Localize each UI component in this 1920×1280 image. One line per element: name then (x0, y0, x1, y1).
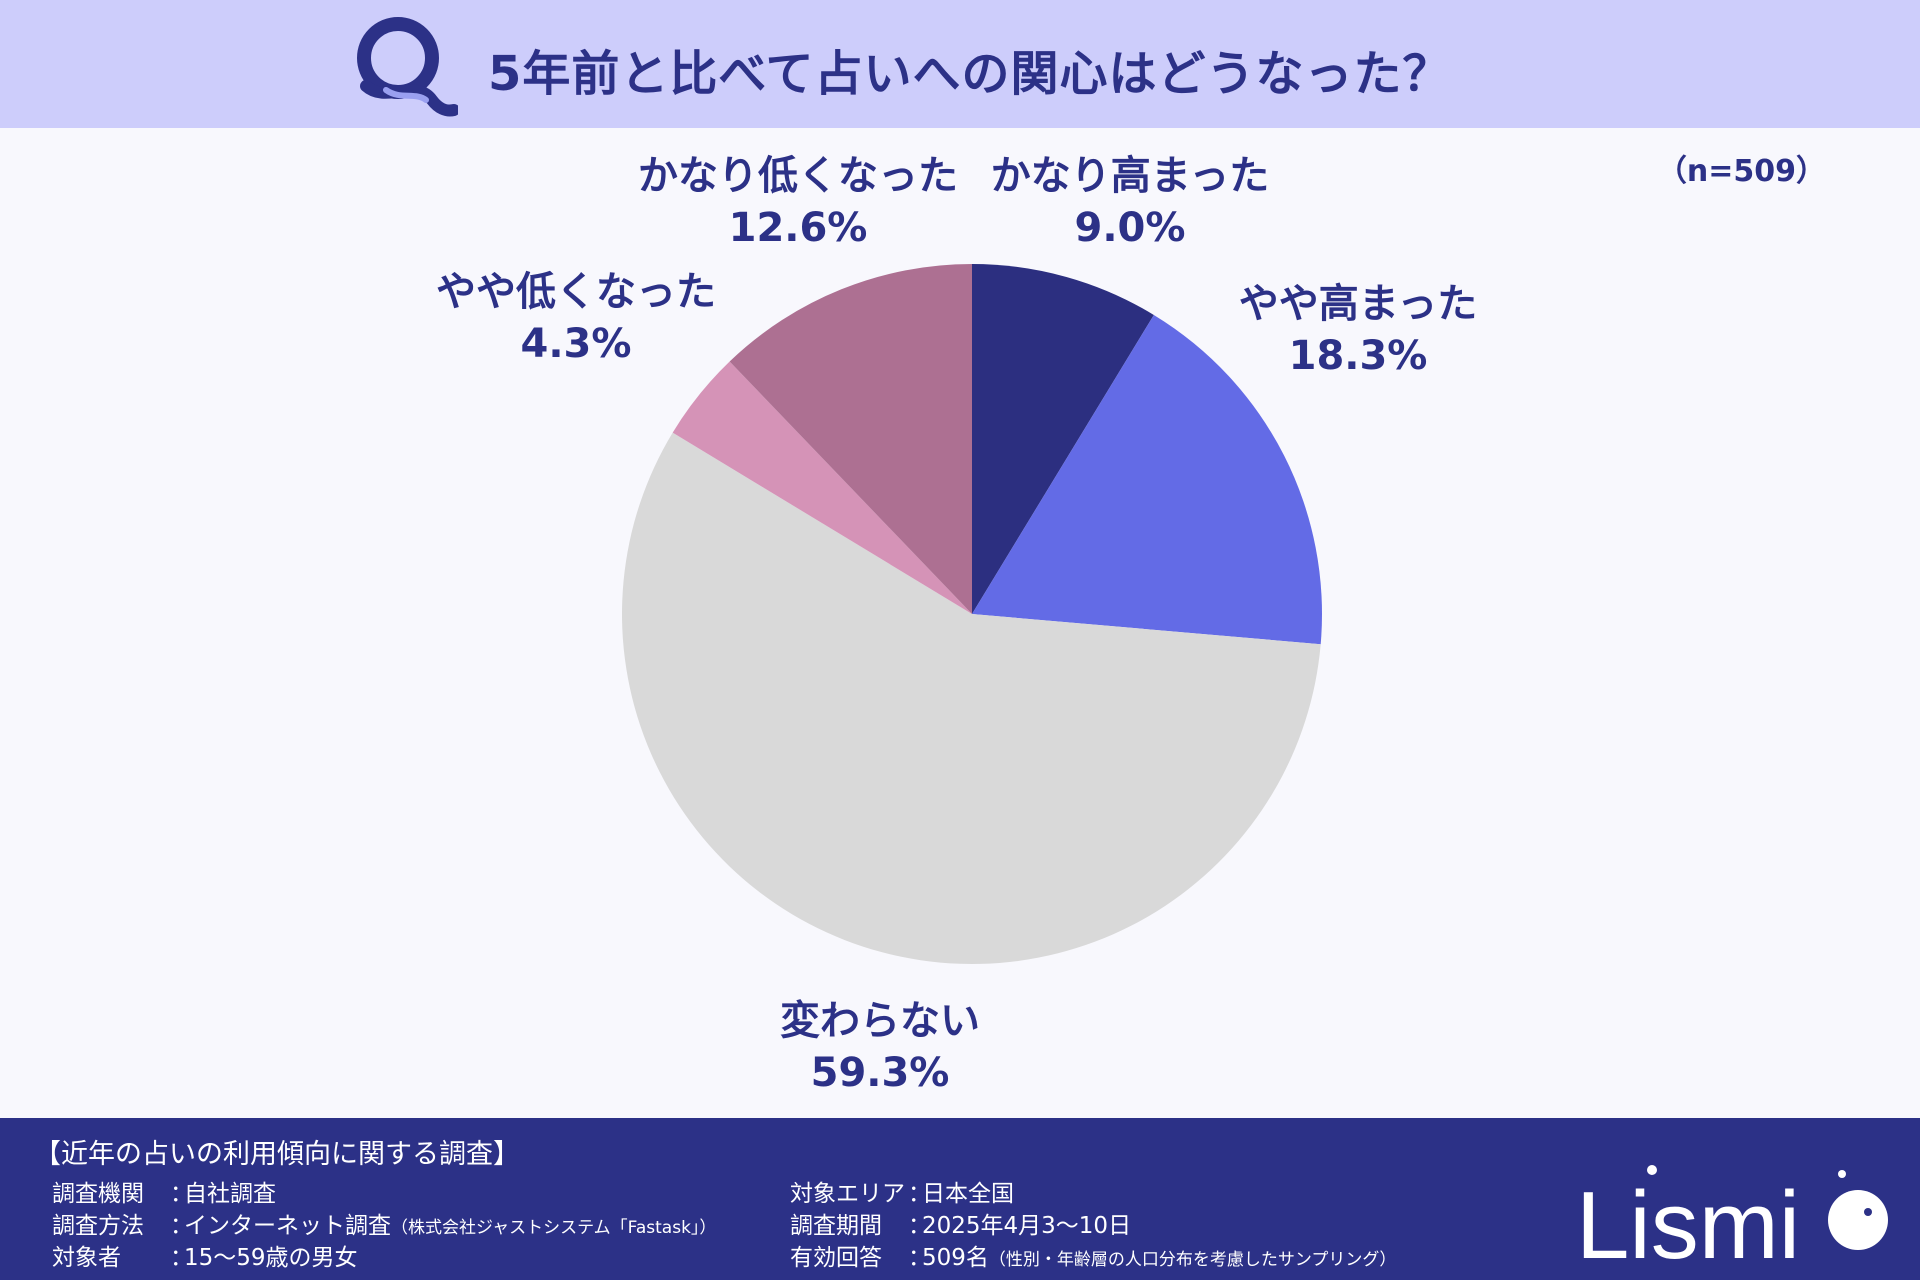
info-value: 509名 (922, 1245, 989, 1271)
pie-slice (972, 264, 1154, 614)
slice-percent-label: 4.3% (520, 321, 632, 367)
info-row-agency: 調査機関 ：自社調査 (52, 1174, 276, 1208)
logo-sparkle (1647, 1165, 1657, 1175)
info-key: 調査期間 (790, 1213, 882, 1239)
logo-wordmark: Lismi (1576, 1172, 1800, 1272)
header-bar: 5年前と比べて占いへの関心はどうなった？ (0, 0, 1920, 128)
slice-percent-label: 12.6% (728, 205, 868, 251)
pie-slice (672, 361, 972, 614)
slice-category-label: 変わらない (780, 998, 980, 1044)
info-colon: ： (908, 1213, 931, 1239)
slice-label: やや低くなった 4.3% (436, 266, 716, 370)
info-colon: ： (170, 1245, 193, 1271)
slice-label: かなり高まった 9.0% (991, 150, 1269, 254)
slice-category-label: やや高まった (1238, 281, 1478, 327)
slice-percent-label: 59.3% (810, 1050, 950, 1096)
info-colon: ： (908, 1181, 931, 1207)
survey-title: 【近年の占いの利用傾向に関する調査】 (34, 1139, 520, 1170)
slice-label: やや高まった 18.3% (1239, 278, 1477, 382)
slice-label: 変わらない 59.3% (780, 995, 980, 1099)
pie-chart (621, 264, 1322, 965)
info-key: 対象エリア (790, 1181, 905, 1207)
info-row-responses: 有効回答 ：509名（性別・年齢層の人口分布を考慮したサンプリング） (790, 1238, 1396, 1272)
info-value: 2025年4月3〜10日 (922, 1213, 1132, 1239)
info-colon: ： (908, 1245, 931, 1271)
slice-label: かなり低くなった 12.6% (638, 150, 958, 254)
page-title: 5年前と比べて占いへの関心はどうなった？ (488, 46, 1452, 102)
info-key: 有効回答 (790, 1245, 882, 1271)
info-row-method: 調査方法 ：インターネット調査（株式会社ジャストシステム「Fastask」） (52, 1206, 716, 1240)
pie-slice (729, 264, 972, 614)
footer-panel: 【近年の占いの利用傾向に関する調査】 調査機関 ：自社調査 調査方法 ：インターネッ… (0, 1118, 1920, 1280)
info-row-area: 対象エリア ：日本全国 (790, 1174, 1014, 1208)
info-value: インターネット調査 (184, 1213, 391, 1239)
info-key: 調査機関 (52, 1181, 144, 1207)
info-colon: ： (170, 1213, 193, 1239)
info-key: 対象者 (52, 1245, 121, 1271)
logo-mascot-icon (1828, 1190, 1888, 1250)
info-key: 調査方法 (52, 1213, 144, 1239)
q-logo-icon (357, 17, 458, 117)
info-row-period: 調査期間 ：2025年4月3〜10日 (790, 1206, 1131, 1240)
slice-percent-label: 18.3% (1288, 333, 1428, 379)
slice-category-label: やや低くなった (436, 269, 716, 315)
info-row-target: 対象者 ：15〜59歳の男女 (52, 1238, 358, 1272)
sample-size-label: （n=509） (1656, 154, 1826, 189)
pie-slice (972, 314, 1322, 645)
info-value: 15〜59歳の男女 (184, 1245, 358, 1271)
pie-slice (621, 432, 1321, 965)
slice-percent-label: 9.0% (1074, 205, 1186, 251)
info-colon: ： (170, 1181, 193, 1207)
info-value: 自社調査 (184, 1181, 276, 1207)
lismi-logo: Lismi (1576, 1165, 1888, 1272)
slice-category-label: かなり低くなった (638, 153, 958, 199)
logo-sparkle (1838, 1170, 1846, 1178)
slice-category-label: かなり高まった (990, 153, 1270, 199)
info-note: （性別・年齢層の人口分布を考慮したサンプリング） (988, 1250, 1397, 1270)
info-value: 日本全国 (922, 1181, 1014, 1207)
info-note: （株式会社ジャストシステム「Fastask」） (391, 1218, 717, 1238)
